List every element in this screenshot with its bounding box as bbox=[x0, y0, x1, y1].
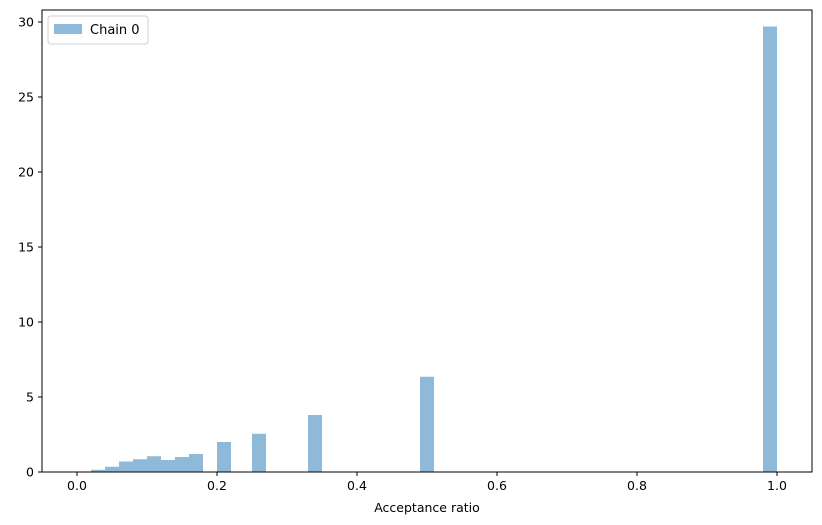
histogram-bar bbox=[147, 456, 161, 472]
y-tick-label: 30 bbox=[18, 15, 34, 30]
legend-swatch-chain-0 bbox=[54, 24, 82, 34]
histogram-bar bbox=[161, 460, 175, 472]
histogram-bar bbox=[252, 433, 266, 472]
histogram-bar bbox=[217, 442, 231, 472]
legend-label-chain-0: Chain 0 bbox=[90, 23, 140, 38]
histogram-bar bbox=[133, 459, 147, 472]
histogram-bar bbox=[308, 415, 322, 472]
x-axis-label: Acceptance ratio bbox=[374, 500, 480, 515]
plot-frame bbox=[41, 9, 813, 473]
x-tick-label: 0.2 bbox=[207, 478, 227, 493]
x-tick-label: 0.6 bbox=[487, 478, 507, 493]
x-tick-label: 1.0 bbox=[767, 478, 787, 493]
histogram-bar bbox=[119, 461, 133, 472]
y-tick-label: 15 bbox=[18, 240, 34, 255]
y-tick-label: 20 bbox=[18, 165, 34, 180]
histogram-bar bbox=[91, 469, 105, 472]
y-tick-label: 10 bbox=[18, 315, 34, 330]
y-tick-label: 0 bbox=[26, 465, 34, 480]
x-tick-label: 0.4 bbox=[347, 478, 367, 493]
histogram-bar bbox=[189, 454, 203, 472]
legend-box bbox=[47, 15, 149, 45]
histogram-bar bbox=[420, 376, 434, 472]
x-axis: 0.0 0.2 0.4 0.6 0.8 1.0 bbox=[67, 472, 787, 493]
y-tick-label: 25 bbox=[18, 90, 34, 105]
x-tick-label: 0.0 bbox=[67, 478, 87, 493]
histogram-bar bbox=[175, 457, 189, 472]
histogram-bar bbox=[763, 26, 777, 472]
legend: Chain 0 bbox=[47, 15, 149, 45]
bars-group bbox=[91, 26, 777, 472]
x-tick-label: 0.8 bbox=[627, 478, 647, 493]
y-axis: 0 5 10 15 20 25 30 bbox=[18, 15, 42, 480]
y-tick-label: 5 bbox=[26, 390, 34, 405]
histogram-bar bbox=[105, 466, 119, 472]
